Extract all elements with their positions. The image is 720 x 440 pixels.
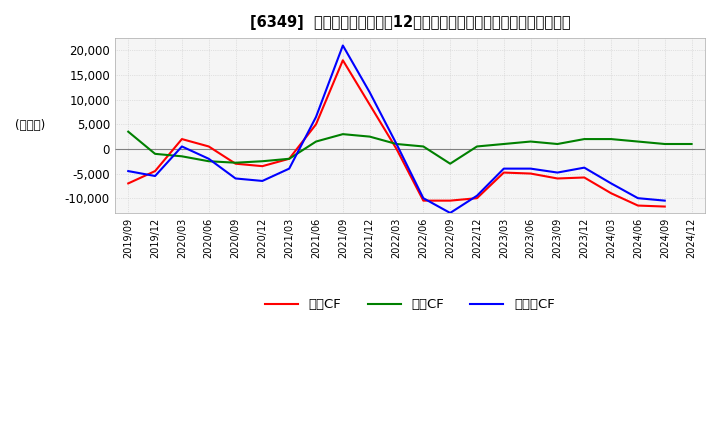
Y-axis label: (百万円): (百万円) [15, 119, 45, 132]
営業CF [204, 144, 213, 149]
Line: 営業CF: 営業CF [128, 60, 665, 206]
フリーCF [365, 90, 374, 95]
フリーCF [258, 178, 266, 183]
営業CF [124, 181, 132, 186]
フリーCF [178, 144, 186, 149]
フリーCF [150, 173, 159, 179]
投資CF [392, 141, 401, 147]
投資CF [634, 139, 642, 144]
投資CF [553, 141, 562, 147]
フリーCF [472, 193, 481, 198]
フリーCF [338, 43, 347, 48]
投資CF [150, 151, 159, 157]
投資CF [285, 156, 294, 161]
フリーCF [446, 210, 454, 216]
営業CF [580, 175, 589, 180]
フリーCF [526, 166, 535, 171]
営業CF [365, 102, 374, 107]
営業CF [338, 58, 347, 63]
投資CF [446, 161, 454, 166]
営業CF [660, 204, 669, 209]
投資CF [231, 160, 240, 165]
フリーCF [204, 156, 213, 161]
投資CF [124, 129, 132, 134]
営業CF [500, 170, 508, 175]
投資CF [258, 158, 266, 164]
投資CF [500, 141, 508, 147]
投資CF [660, 141, 669, 147]
営業CF [446, 198, 454, 203]
投資CF [204, 158, 213, 164]
投資CF [419, 144, 428, 149]
営業CF [526, 171, 535, 176]
営業CF [312, 121, 320, 127]
フリーCF [419, 195, 428, 201]
投資CF [688, 141, 696, 147]
投資CF [526, 139, 535, 144]
投資CF [338, 132, 347, 137]
営業CF [392, 146, 401, 151]
フリーCF [634, 195, 642, 201]
フリーCF [392, 141, 401, 147]
投資CF [178, 154, 186, 159]
フリーCF [124, 169, 132, 174]
投資CF [472, 144, 481, 149]
営業CF [553, 176, 562, 181]
投資CF [580, 136, 589, 142]
営業CF [634, 203, 642, 208]
営業CF [231, 161, 240, 166]
Legend: 営業CF, 投資CF, フリーCF: 営業CF, 投資CF, フリーCF [260, 293, 560, 316]
営業CF [150, 169, 159, 174]
投資CF [365, 134, 374, 139]
フリーCF [553, 170, 562, 175]
フリーCF [660, 198, 669, 203]
営業CF [419, 198, 428, 203]
営業CF [472, 195, 481, 201]
営業CF [285, 156, 294, 161]
営業CF [258, 164, 266, 169]
フリーCF [580, 165, 589, 170]
投資CF [607, 136, 616, 142]
フリーCF [231, 176, 240, 181]
フリーCF [500, 166, 508, 171]
フリーCF [285, 166, 294, 171]
Line: フリーCF: フリーCF [128, 45, 665, 213]
フリーCF [607, 181, 616, 186]
営業CF [607, 191, 616, 196]
投資CF [312, 139, 320, 144]
Title: [6349]  キャッシュフローの12か月移動合計の対前年同期増減額の推移: [6349] キャッシュフローの12か月移動合計の対前年同期増減額の推移 [250, 15, 570, 30]
営業CF [178, 136, 186, 142]
Line: 投資CF: 投資CF [128, 132, 692, 164]
フリーCF [312, 114, 320, 120]
